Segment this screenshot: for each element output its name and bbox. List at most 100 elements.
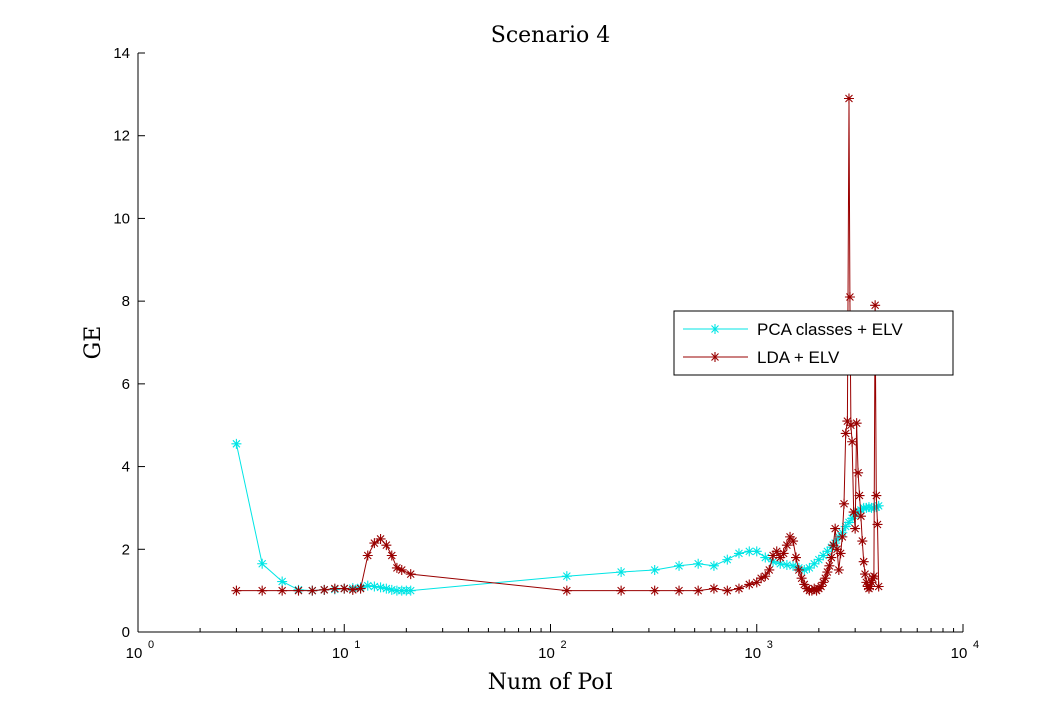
series-2-point <box>867 573 878 584</box>
series-2-point <box>293 585 304 596</box>
series-2-point <box>796 573 807 584</box>
series-2-point <box>837 531 848 542</box>
legend: PCA classes + ELV LDA + ELV <box>673 310 954 376</box>
series-2-point <box>307 585 318 596</box>
y-tick-label: 2 <box>122 541 130 558</box>
series-2-point <box>785 531 796 542</box>
series-2-point <box>840 428 851 439</box>
series-2-point <box>818 577 829 588</box>
series-2-point <box>744 579 755 590</box>
series-2-point <box>851 418 862 429</box>
series-2-point <box>820 573 831 584</box>
series-2-point <box>826 552 837 563</box>
series-2-point <box>860 569 871 580</box>
series-2-point <box>391 562 402 573</box>
y-tick-label: 6 <box>122 376 130 393</box>
series-2-point <box>872 519 883 530</box>
series-1-point <box>751 546 762 557</box>
series-1-point <box>843 517 854 528</box>
series-2-point <box>339 583 350 594</box>
legend-marker-1 <box>710 324 720 334</box>
series-2-point <box>756 573 767 584</box>
series-2-point <box>708 583 719 594</box>
x-axis-label: Num of PoI <box>488 670 614 695</box>
series-2-point <box>257 585 268 596</box>
series-2-point <box>863 583 874 594</box>
plot-series <box>231 93 884 596</box>
series-2-point <box>751 577 762 588</box>
series-1-point <box>616 567 627 578</box>
series-2-point <box>381 540 392 551</box>
series-1-point <box>840 521 851 532</box>
series-2-point <box>847 436 858 447</box>
series-1-point <box>788 560 799 571</box>
series-1-point <box>405 585 416 596</box>
series-1-point <box>847 513 858 524</box>
series-2-point <box>870 300 881 311</box>
y-tick-label: 8 <box>122 293 130 310</box>
series-2-point <box>848 507 859 518</box>
series-2-point <box>861 577 872 588</box>
series-2-point <box>833 564 844 575</box>
series-1-point <box>781 560 792 571</box>
series-2-point <box>853 467 864 478</box>
series-2-point <box>649 585 660 596</box>
series-2-point <box>616 585 627 596</box>
x-tick-label: 10 <box>126 645 143 662</box>
series-2-point <box>839 498 850 509</box>
x-tick-label: 10 <box>332 645 349 662</box>
series-1-point <box>561 571 572 582</box>
series-1-point <box>674 560 685 571</box>
series-2-point <box>857 536 868 547</box>
x-tick-label: 10 <box>951 645 968 662</box>
series-2-point <box>396 564 407 575</box>
y-tick-label: 14 <box>113 45 130 62</box>
series-2-point <box>733 583 744 594</box>
series-2-point <box>793 564 804 575</box>
series-1-point <box>369 581 380 592</box>
series-2-point <box>405 569 416 580</box>
series-2-point <box>828 540 839 551</box>
y-axis-label: GE <box>81 326 106 360</box>
series-2-point <box>693 585 704 596</box>
series-2-point <box>231 585 242 596</box>
series-2-point <box>319 584 330 595</box>
chart-title: Scenario 4 <box>491 23 611 48</box>
series-1-point <box>693 558 704 569</box>
series-1-point <box>708 560 719 571</box>
series-2-point <box>854 490 865 501</box>
series-2-point <box>873 581 884 592</box>
x-tick-exponent: 0 <box>148 639 154 651</box>
series-1-point <box>863 502 874 513</box>
x-tick-label: 10 <box>744 645 761 662</box>
series-2-point <box>842 416 853 427</box>
series-1-point <box>775 558 786 569</box>
series-2-point <box>832 544 843 555</box>
series-1-point <box>375 582 386 593</box>
series-2-point <box>850 523 861 534</box>
series-1-point <box>362 580 373 591</box>
series-2-point <box>824 560 835 571</box>
series-1-point <box>733 548 744 559</box>
series-2-point <box>830 523 841 534</box>
series-2-point <box>866 577 877 588</box>
series-1-point <box>799 564 810 575</box>
series-2-point <box>799 579 810 590</box>
x-tick-exponent: 1 <box>354 639 360 651</box>
series-2 <box>231 93 884 596</box>
x-tick-exponent: 2 <box>561 639 567 651</box>
series-1-point <box>861 502 872 513</box>
series-2-point <box>844 292 855 303</box>
series-2-point <box>843 93 854 104</box>
series-1-point <box>257 558 268 569</box>
legend-box <box>673 310 954 376</box>
series-1-point <box>804 562 815 573</box>
series-1-point <box>822 546 833 557</box>
series-2-point <box>375 533 386 544</box>
series-2-point <box>845 420 856 431</box>
series-2-point <box>778 548 789 559</box>
series-2-point <box>835 548 846 559</box>
series-2-point <box>868 571 879 582</box>
series-2-point <box>760 571 771 582</box>
